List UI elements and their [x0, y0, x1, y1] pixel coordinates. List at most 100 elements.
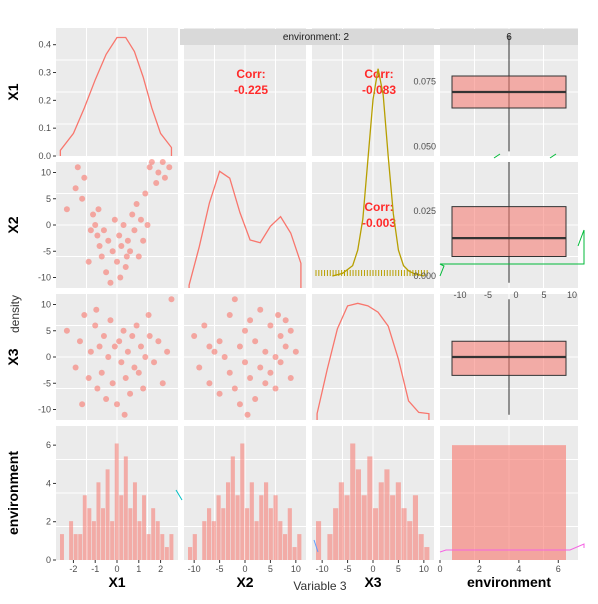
hist-bar-x1-9: [101, 508, 105, 560]
overlay-x-tick-3: 5: [541, 290, 546, 300]
scatter-point-x2_x3-20: [257, 306, 264, 313]
scatter-point-x2_x3-16: [247, 317, 254, 324]
hist-bar-x1-22: [160, 534, 165, 560]
scatter-point-x1_x2-21: [122, 264, 129, 270]
scatter-point-x1_x2-4: [81, 174, 88, 181]
box-iqr-x3: [451, 340, 567, 376]
scatter-point-x1_x2-22: [124, 237, 131, 244]
hist-bar-x2-21: [287, 508, 292, 560]
hist-bar-x2-16: [264, 482, 269, 560]
scatter-point-x1_x2-10: [98, 253, 105, 260]
hist-bar-x3-7: [355, 469, 361, 560]
scatter-point-x1_x2-15: [109, 248, 116, 255]
scatter-point-x2_x3-7: [221, 354, 228, 360]
overlay-inset-layer: 0.000 0.025 0.050 0.075 -10 -5 0 5 10: [175, 68, 585, 553]
scatter-point-x2_x3-26: [272, 385, 279, 392]
scatter-point-x2_x3-14: [242, 359, 248, 366]
scatter-point-x1_x3-17: [116, 338, 123, 345]
hist-bar-x1-0: [60, 534, 64, 560]
hist-bar-x3-12: [384, 469, 390, 560]
scatter-point-x1_x2-19: [118, 243, 125, 249]
overlay-green-mark-2: [549, 153, 557, 159]
x-tick-label-c0-1: -1: [91, 564, 99, 574]
label-layer: environment: 2 6 density Variable 3: [8, 32, 512, 593]
scatter-point-x2_x3-30: [282, 317, 289, 324]
overlay-blue-mark: [313, 539, 319, 553]
strip-label-six: 6: [506, 32, 512, 43]
overlay-y-tick-2: 0.050: [413, 141, 436, 151]
overlay-cyan-mark: [175, 489, 183, 501]
scatter-point-x1_x3-28: [140, 385, 147, 392]
scatter-point-x1_x2-29: [140, 237, 147, 244]
scatter-point-x1_x2-41: [123, 253, 130, 260]
hist-bar-x1-8: [96, 482, 101, 560]
scatter-point-x1_x2-25: [131, 227, 138, 234]
hist-bar-x1-11: [110, 521, 115, 560]
scatter-point-x2_x3-6: [216, 390, 223, 397]
corr-value-1: -0.083: [362, 83, 396, 97]
hist-bar-x2-22: [292, 547, 297, 560]
scatter-point-x1_x2-14: [107, 279, 114, 286]
x-tick-label-c3-3: 6: [556, 564, 561, 574]
scatter-point-x2_x3-36: [244, 411, 251, 418]
hist-bar-x1-23: [164, 547, 169, 560]
scatter-point-x1_x3-31: [151, 359, 158, 366]
scatter-point-x1_x3-20: [122, 375, 129, 381]
hist-bar-x1-3: [73, 534, 78, 560]
hist-bar-x3-2: [327, 534, 333, 560]
scatter-point-x1_x3-35: [168, 296, 175, 303]
y-tick-label-r0-1: 0.1: [38, 123, 51, 133]
x-tick-label-c2-3: 5: [396, 564, 401, 574]
hist-bar-x1-6: [87, 508, 92, 560]
x-tick-label-c3-1: 2: [477, 564, 482, 574]
y-tick-label-r0-3: 0.3: [38, 68, 51, 78]
scatter-point-x1_x3-12: [105, 354, 112, 360]
hist-bar-x1-13: [119, 495, 124, 560]
scatter-point-x1_x3-22: [127, 390, 134, 397]
hist-bar-x3-15: [401, 508, 407, 560]
x-tick-label-c3-2: 4: [516, 564, 521, 574]
scatter-point-x1_x2-0: [63, 206, 70, 213]
corr-value-2: -0.003: [362, 216, 396, 230]
x-tick-label-c2-2: 0: [370, 564, 375, 574]
scatter-point-x1_x3-0: [63, 327, 70, 334]
scatter-point-x1_x3-25: [133, 322, 140, 329]
hist-bar-x2-3: [202, 521, 207, 560]
y-tick-label-r1-1: -5: [43, 246, 51, 256]
scatter-point-x1_x3-18: [118, 359, 125, 366]
scatter-point-x1_x3-38: [121, 411, 128, 418]
overlay-x-tick-2: 0: [513, 290, 518, 300]
x-tick-label-c1-2: 0: [242, 564, 247, 574]
scatter-point-x2_x3-27: [277, 333, 284, 339]
scatter-point-x1_x2-37: [166, 164, 173, 171]
scatter-point-x1_x3-2: [76, 338, 83, 345]
scatter-point-x1_x2-23: [127, 248, 134, 255]
scatter-point-x1_x2-38: [85, 258, 92, 265]
hist-bar-x2-9: [230, 456, 235, 560]
scatter-point-x1_x2-3: [79, 195, 86, 202]
scatter-point-x1_x3-27: [137, 343, 144, 350]
scatter-point-x1_x3-26: [135, 369, 142, 376]
hist-bar-x3-9: [367, 456, 373, 560]
y-tick-label-r1-3: 5: [46, 194, 51, 204]
scatter-point-x2_x3-1: [196, 364, 203, 371]
scatter-point-x2_x3-13: [242, 327, 248, 334]
scatter-point-x1_x2-40: [117, 274, 124, 281]
hist-bar-x2-19: [278, 521, 283, 560]
corr-title-2: Corr:: [364, 200, 393, 214]
hist-bar-x3-10: [373, 508, 379, 560]
overlay-x-tick-4: 10: [567, 290, 577, 300]
scatter-point-x2_x3-28: [277, 359, 284, 366]
hist-bar-x3-19: [424, 547, 430, 560]
hist-bar-x2-14: [254, 521, 259, 560]
scatter-point-x1_x3-19: [120, 327, 127, 334]
y-tick-label-r2-1: -5: [43, 378, 51, 388]
scatter-point-x1_x3-34: [164, 348, 171, 355]
hist-bar-x1-5: [82, 495, 87, 560]
scatter-point-x1_x2-2: [74, 164, 81, 171]
scatter-point-x1_x2-34: [155, 169, 162, 176]
hist-bar-x1-20: [151, 508, 156, 560]
overlay-y-tick-1: 0.025: [413, 206, 436, 216]
corr-value-0: -0.225: [234, 83, 268, 97]
scatter-point-x1_x2-31: [146, 164, 153, 171]
